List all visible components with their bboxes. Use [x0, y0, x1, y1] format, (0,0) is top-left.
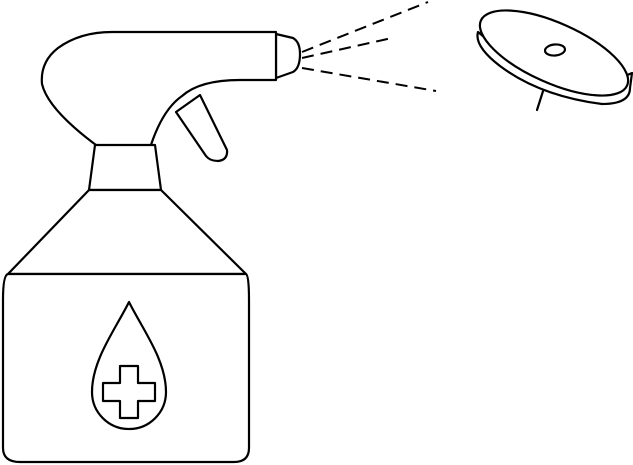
- spray-nozzle-tip: [274, 32, 302, 80]
- spray-mist-icon: [301, 1, 437, 92]
- thumbtack-center-hole: [543, 43, 567, 57]
- spray-line-top: [301, 1, 429, 53]
- bottle-neck: [87, 143, 163, 192]
- spray-line-middle: [301, 37, 393, 59]
- spray-bottle-icon: [1, 30, 302, 464]
- spray-trigger: [174, 93, 229, 163]
- thumbtack-needle: [535, 86, 546, 112]
- thumbtack-icon: [476, 9, 633, 112]
- spray-head: [40, 30, 278, 150]
- medical-cross-icon: [101, 364, 157, 420]
- spray-line-bottom: [301, 67, 437, 92]
- bottle-shoulder: [6, 188, 248, 276]
